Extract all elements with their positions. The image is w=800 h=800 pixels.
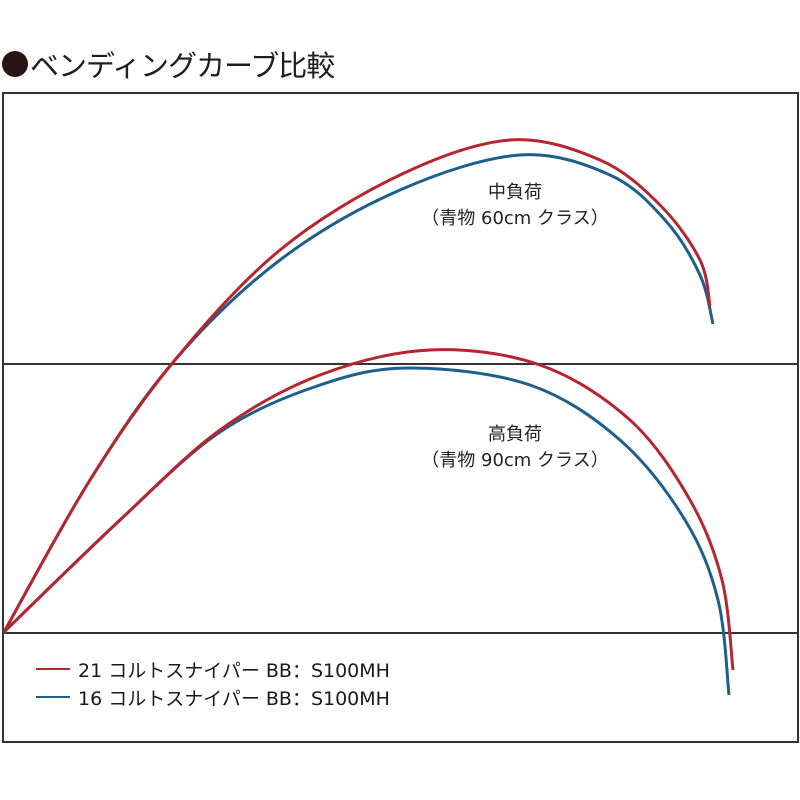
legend: 21 コルトスナイパー BB：S100MH 16 コルトスナイパー BB：S10… <box>36 655 390 711</box>
legend-swatch-blue <box>36 696 70 698</box>
legend-swatch-red <box>36 668 70 670</box>
curve-medium-21 <box>2 138 712 633</box>
bullet-icon <box>2 51 28 77</box>
annotation-medium-subtitle: （青物 60cm クラス） <box>421 208 609 229</box>
legend-item-21: 21 コルトスナイパー BB：S100MH <box>36 655 390 683</box>
chart-title: ベンディングカーブ比較 <box>2 44 335 84</box>
annotation-high-load: 高負荷 （青物 90cm クラス） <box>400 422 630 474</box>
legend-label-21: 21 コルトスナイパー BB：S100MH <box>78 659 390 682</box>
chart-frame <box>2 92 799 743</box>
annotation-high-subtitle: （青物 90cm クラス） <box>421 450 609 471</box>
annotation-high-title: 高負荷 <box>488 424 542 445</box>
annotation-medium-load: 中負荷 （青物 60cm クラス） <box>400 180 630 232</box>
annotation-medium-title: 中負荷 <box>488 182 542 203</box>
legend-item-16: 16 コルトスナイパー BB：S100MH <box>36 683 390 711</box>
chart-title-text: ベンディングカーブ比較 <box>30 49 335 83</box>
legend-label-16: 16 コルトスナイパー BB：S100MH <box>78 687 390 710</box>
curve-high-16 <box>2 366 731 696</box>
curve-high-21 <box>2 348 735 671</box>
